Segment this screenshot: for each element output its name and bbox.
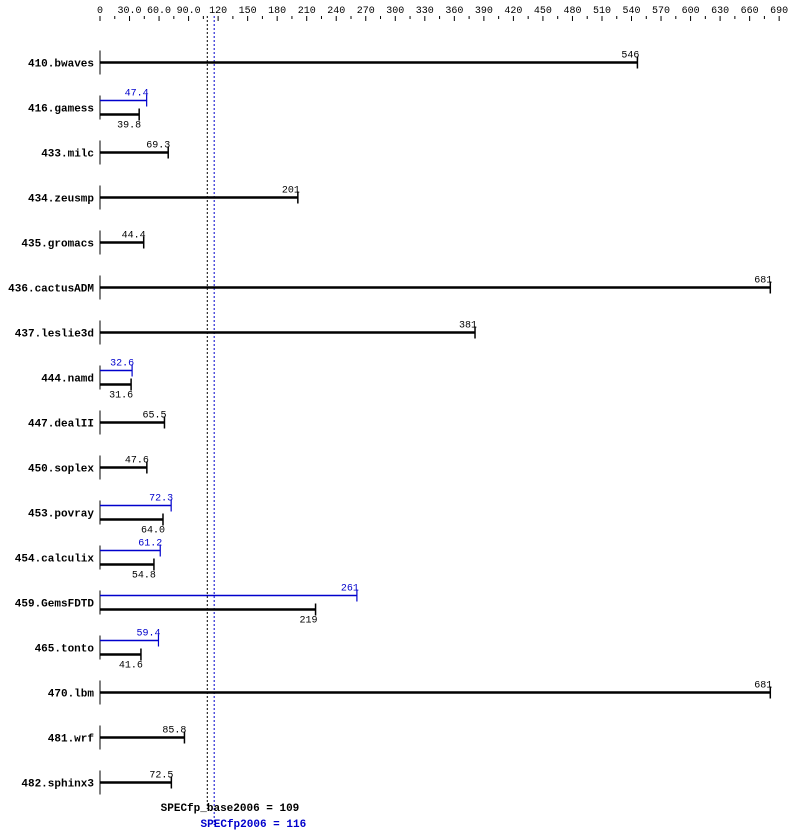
value-peak: 47.4 <box>125 89 149 100</box>
axis-label: 330 <box>416 6 434 17</box>
value-base: 31.6 <box>109 391 133 402</box>
value-base: 41.6 <box>119 661 143 672</box>
value-base: 85.8 <box>162 726 186 737</box>
value-base: 681 <box>754 276 772 287</box>
axis-label: 480 <box>563 6 581 17</box>
axis-label: 510 <box>593 6 611 17</box>
benchmark-label: 459.GemsFDTD <box>15 599 95 611</box>
benchmark-label: 465.tonto <box>35 644 95 656</box>
benchmark-label: 436.cactusADM <box>8 284 94 296</box>
axis-label: 150 <box>239 6 257 17</box>
axis-label: 600 <box>682 6 700 17</box>
value-base: 69.3 <box>146 141 170 152</box>
value-base: 681 <box>754 681 772 692</box>
axis-label: 360 <box>445 6 463 17</box>
value-base: 381 <box>459 321 477 332</box>
axis-label: 450 <box>534 6 552 17</box>
value-peak: 72.3 <box>149 494 173 505</box>
axis-label: 60.0 <box>147 6 171 17</box>
axis-label: 540 <box>623 6 641 17</box>
benchmark-label: 433.milc <box>41 149 94 161</box>
axis-label: 420 <box>504 6 522 17</box>
axis-label: 30.0 <box>118 6 142 17</box>
axis-label: 390 <box>475 6 493 17</box>
value-base: 201 <box>282 186 300 197</box>
ref-label-base: SPECfp_base2006 = 109 <box>161 803 300 815</box>
value-peak: 59.4 <box>136 629 160 640</box>
value-peak: 261 <box>341 584 359 595</box>
axis-label: 0 <box>97 6 103 17</box>
axis-label: 210 <box>298 6 316 17</box>
benchmark-label: 434.zeusmp <box>28 194 94 206</box>
value-peak: 32.6 <box>110 359 134 370</box>
value-base: 219 <box>300 616 318 627</box>
value-base: 546 <box>621 51 639 62</box>
benchmark-label: 447.dealII <box>28 419 94 431</box>
axis-label: 660 <box>741 6 759 17</box>
axis-label: 90.0 <box>177 6 201 17</box>
value-peak: 61.2 <box>138 539 162 550</box>
spec-benchmark-chart: 0 30.0 60.0 90.0 120 150 180 210 240 270 300 330 360… <box>0 0 799 831</box>
value-base: 65.5 <box>142 411 166 422</box>
benchmark-label: 454.calculix <box>15 554 95 566</box>
benchmark-label: 450.soplex <box>28 464 94 476</box>
value-base: 44.4 <box>122 231 146 242</box>
axis-label: 180 <box>268 6 286 17</box>
value-base: 72.5 <box>149 771 173 782</box>
axis-label: 300 <box>386 6 404 17</box>
benchmark-label: 481.wrf <box>48 734 95 746</box>
value-base: 47.6 <box>125 456 149 467</box>
benchmark-label: 410.bwaves <box>28 59 94 71</box>
value-base: 39.8 <box>117 121 141 132</box>
value-base: 64.0 <box>141 526 165 537</box>
benchmark-label: 453.povray <box>28 509 94 521</box>
benchmark-label: 482.sphinx3 <box>21 779 94 791</box>
ref-label-peak: SPECfp2006 = 116 <box>201 819 307 831</box>
benchmark-label: 470.lbm <box>48 689 95 701</box>
axis-label: 630 <box>711 6 729 17</box>
axis-label: 270 <box>357 6 375 17</box>
axis-label: 570 <box>652 6 670 17</box>
value-base: 54.8 <box>132 571 156 582</box>
axis-label: 120 <box>209 6 227 17</box>
benchmark-label: 435.gromacs <box>21 239 94 251</box>
benchmark-label: 416.gamess <box>28 104 94 116</box>
benchmark-label: 444.namd <box>41 374 94 386</box>
benchmark-label: 437.leslie3d <box>15 329 94 341</box>
axis-label: 690 <box>770 6 788 17</box>
axis-label: 240 <box>327 6 345 17</box>
